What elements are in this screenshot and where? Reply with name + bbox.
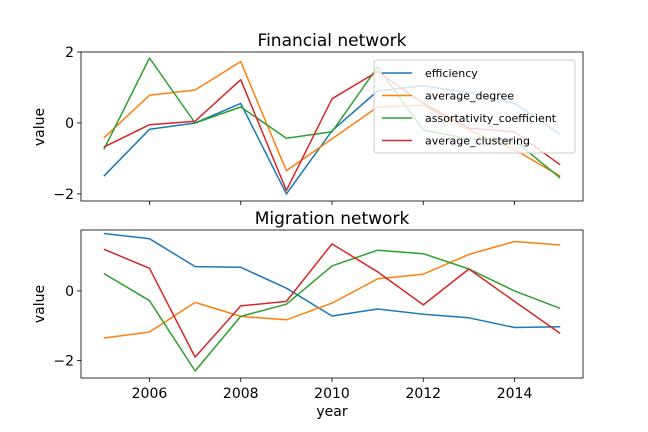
migration-network-title: Migration network xyxy=(255,209,410,229)
y-tick-label: −2 xyxy=(53,187,74,203)
series-line-average-degree xyxy=(103,240,561,339)
x-tick-label: 2012 xyxy=(405,386,441,402)
series-line-assortativity-coefficient xyxy=(103,249,561,372)
y-tick-label: −2 xyxy=(53,354,74,370)
financial-network-panel: Financial network value −2 0 2 efficiency a… xyxy=(32,31,584,205)
y-tick-label: 0 xyxy=(65,284,74,300)
legend-label: average_degree xyxy=(425,90,514,103)
migration-network-panel: Migration network value year −2 0 2006 2008… xyxy=(32,209,584,420)
migration-network-series xyxy=(103,232,561,372)
legend-box xyxy=(373,59,576,154)
legend: efficiency average_degree assortativity_co… xyxy=(373,59,576,154)
y-tick-label: 0 xyxy=(65,116,74,132)
migration-network-y-label: value xyxy=(32,285,48,323)
x-tick-label: 2008 xyxy=(223,386,259,402)
legend-label: average_clustering xyxy=(425,135,530,148)
financial-network-y-label: value xyxy=(32,108,48,146)
series-line-efficiency xyxy=(103,232,561,329)
x-tick-label: 2006 xyxy=(132,386,168,402)
y-tick-label: 2 xyxy=(65,45,74,61)
x-tick-label: 2010 xyxy=(314,386,350,402)
migration-network-axes: −2 0 2006 2008 2010 2012 2014 xyxy=(53,229,584,402)
x-tick-label: 2014 xyxy=(497,386,533,402)
legend-label: assortativity_coefficient xyxy=(425,112,557,125)
financial-network-title: Financial network xyxy=(258,31,407,51)
x-axis-label: year xyxy=(316,404,347,420)
legend-label: efficiency xyxy=(425,67,478,80)
financial-network-axes: −2 0 2 xyxy=(53,45,584,205)
series-line-average-clustering xyxy=(103,243,561,358)
